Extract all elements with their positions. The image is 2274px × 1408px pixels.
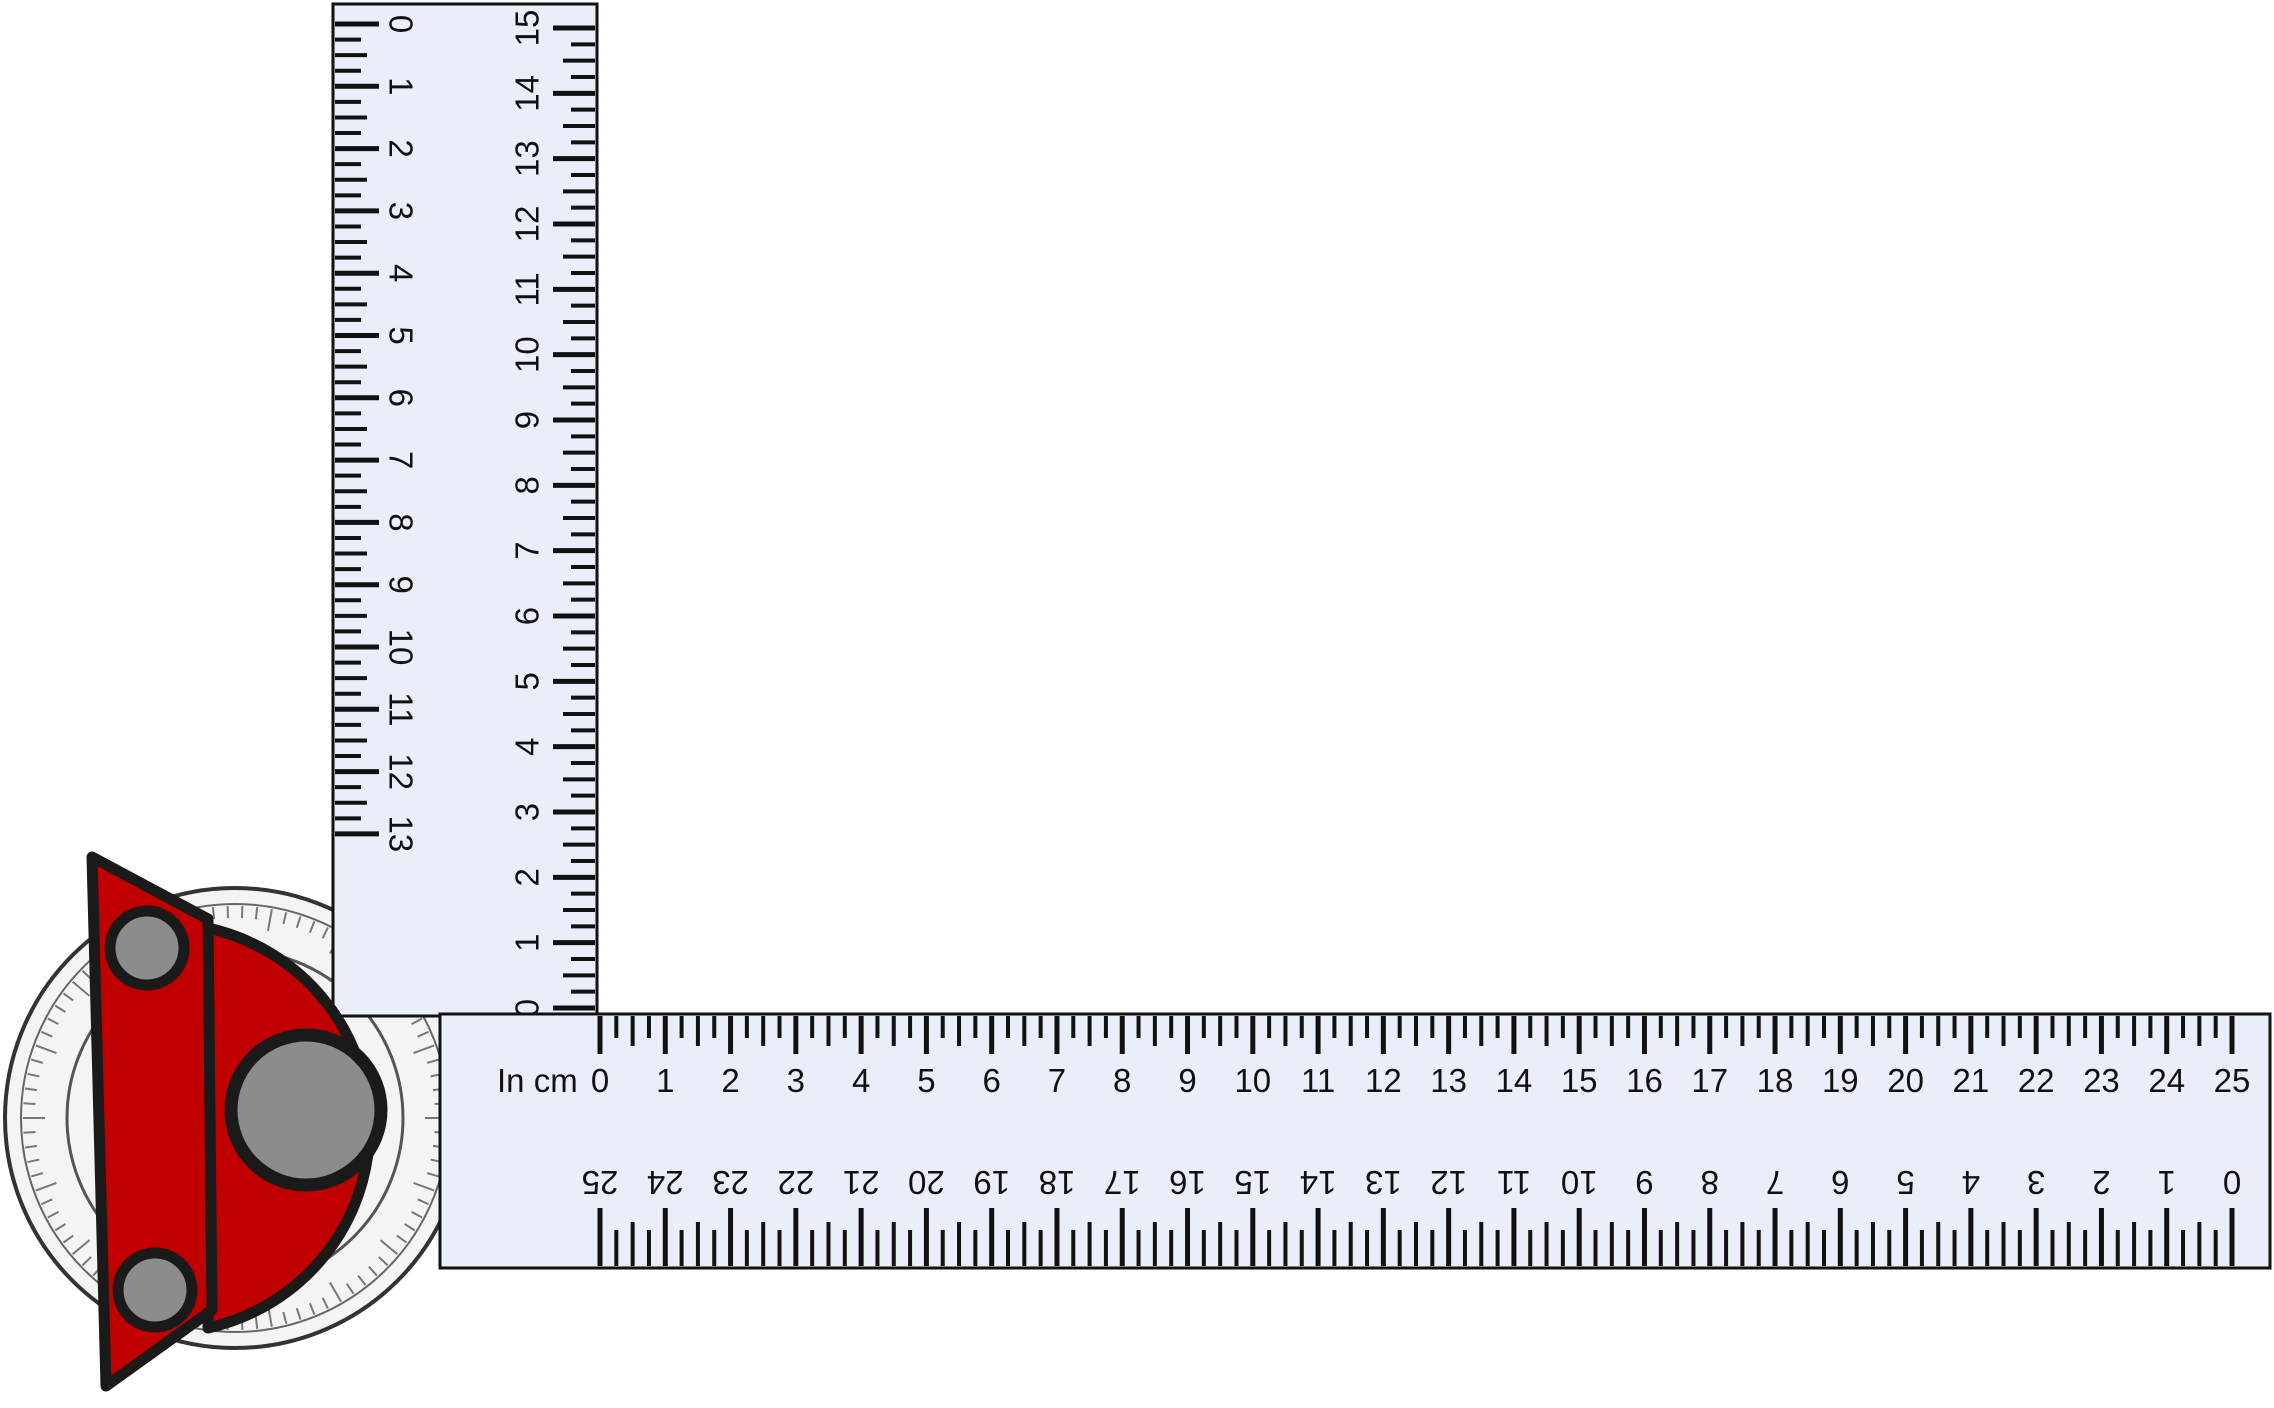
tick-label: 6: [1831, 1164, 1849, 1201]
tick-label: 21: [1953, 1062, 1990, 1099]
tick-label: 17: [1104, 1164, 1141, 1201]
tick-label: 14: [1496, 1062, 1533, 1099]
dial-tick: [256, 907, 257, 919]
tick-label: 14: [1300, 1164, 1337, 1201]
tick-label: 12: [509, 206, 546, 243]
tick-label: 4: [509, 737, 546, 755]
gray-knob-icon: [110, 911, 184, 985]
tick-label: 14: [509, 75, 546, 112]
tick-label: 2: [509, 868, 546, 886]
tick-label: 13: [1430, 1062, 1467, 1099]
tick-label: 15: [509, 10, 546, 47]
tick-label: 8: [1701, 1164, 1719, 1201]
tick-label: 1: [509, 933, 546, 951]
tick-label: 4: [852, 1062, 870, 1099]
tick-label: 4: [1962, 1164, 1980, 1201]
tick-label: 25: [582, 1164, 619, 1201]
tick-label: 2: [2092, 1164, 2110, 1201]
tick-label: 8: [509, 476, 546, 494]
tick-label: 8: [382, 513, 419, 531]
tick-label: 0: [591, 1062, 609, 1099]
tick-label: 2: [721, 1062, 739, 1099]
tick-label: 7: [1766, 1164, 1784, 1201]
horizontal-ruler-body: [440, 1014, 2270, 1268]
tick-label: 8: [1113, 1062, 1131, 1099]
tick-label: 7: [1048, 1062, 1066, 1099]
tick-label: 0: [382, 15, 419, 33]
tick-label: 11: [1497, 1164, 1531, 1201]
tick-label: 11: [382, 692, 419, 726]
tick-label: 3: [382, 202, 419, 220]
tick-label: 12: [1365, 1062, 1402, 1099]
tick-label: 4: [382, 264, 419, 282]
tick-label: 13: [509, 140, 546, 177]
tick-label: 15: [1234, 1164, 1271, 1201]
tick-label: 9: [509, 411, 546, 429]
tick-label: 9: [1178, 1062, 1196, 1099]
tick-label: 0: [2223, 1164, 2241, 1201]
tick-label: 10: [382, 629, 419, 666]
tick-label: 17: [1691, 1062, 1728, 1099]
tick-label: 5: [509, 672, 546, 690]
tick-label: 9: [1635, 1164, 1653, 1201]
tick-label: 19: [1822, 1062, 1859, 1099]
tick-label: 19: [973, 1164, 1010, 1201]
tick-label: 7: [382, 451, 419, 469]
tick-label: 10: [1234, 1062, 1271, 1099]
tick-label: 6: [382, 389, 419, 407]
tick-label: 22: [2018, 1062, 2055, 1099]
tick-label: 5: [917, 1062, 935, 1099]
tick-label: 6: [983, 1062, 1001, 1099]
tick-label: 13: [1365, 1164, 1402, 1201]
tick-label: 1: [2158, 1164, 2176, 1201]
tick-label: 3: [509, 803, 546, 821]
vertical-ruler-body: [333, 4, 597, 1016]
tick-label: 5: [1896, 1164, 1914, 1201]
tick-label: 11: [1301, 1062, 1335, 1099]
gray-knob-icon: [118, 1253, 192, 1327]
tick-label: 20: [1887, 1062, 1924, 1099]
tick-label: 20: [908, 1164, 945, 1201]
tick-label: 18: [1757, 1062, 1794, 1099]
tick-label: 16: [1626, 1062, 1663, 1099]
tick-label: 12: [382, 753, 419, 790]
tick-label: 13: [382, 816, 419, 853]
tick-label: 1: [382, 77, 419, 95]
tick-label: 1: [656, 1062, 674, 1099]
tick-label: 10: [1561, 1164, 1598, 1201]
tick-label: 24: [647, 1164, 684, 1201]
tick-label: 3: [787, 1062, 805, 1099]
tick-label: 9: [382, 576, 419, 594]
tick-label: 3: [2027, 1164, 2045, 1201]
unit-label: In cm: [497, 1062, 578, 1099]
tick-label: 6: [509, 607, 546, 625]
dial-tick: [256, 1317, 257, 1329]
tick-label: 21: [843, 1164, 880, 1201]
dial-tick: [24, 1103, 36, 1104]
tick-label: 25: [2214, 1062, 2251, 1099]
tick-label: 12: [1430, 1164, 1467, 1201]
tick-label: 15: [1561, 1062, 1598, 1099]
tick-label: 23: [712, 1164, 749, 1201]
gray-knob-icon: [231, 1035, 381, 1185]
tick-label: 16: [1169, 1164, 1206, 1201]
tick-label: 2: [382, 139, 419, 157]
tick-label: 7: [509, 541, 546, 559]
tick-label: 23: [2083, 1062, 2120, 1099]
tick-label: 24: [2148, 1062, 2185, 1099]
tick-label: 18: [1039, 1164, 1076, 1201]
tick-label: 5: [382, 326, 419, 344]
tick-label: 22: [777, 1164, 814, 1201]
tick-label: 10: [509, 336, 546, 373]
tick-label: 11: [509, 272, 546, 306]
dial-tick: [24, 1132, 36, 1133]
